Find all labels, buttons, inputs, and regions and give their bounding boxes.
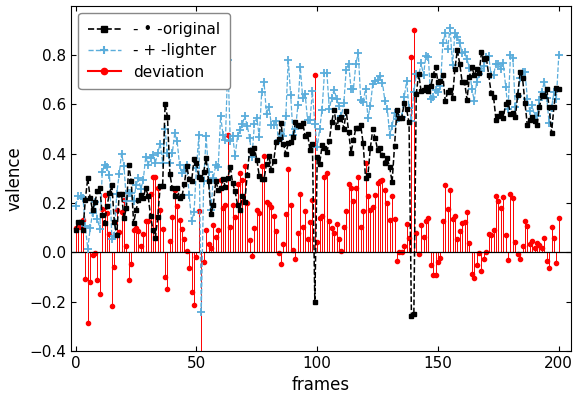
Legend: - • -original, - + -lighter, deviation: - • -original, - + -lighter, deviation	[78, 13, 230, 89]
X-axis label: frames: frames	[292, 376, 350, 394]
Y-axis label: valence: valence	[6, 146, 24, 211]
